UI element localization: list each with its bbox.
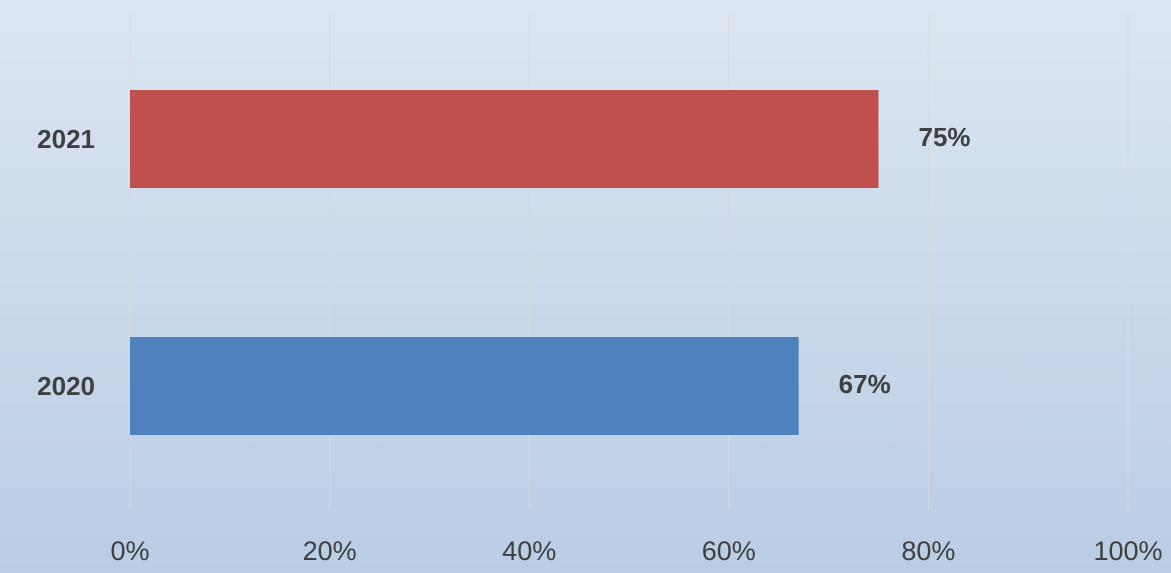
x-tick-label: 100%: [1093, 536, 1162, 566]
bar: [130, 337, 799, 435]
x-tick-label: 20%: [303, 536, 357, 566]
x-tick-label: 0%: [110, 536, 149, 566]
value-label: 75%: [919, 122, 971, 152]
y-tick-label: 2020: [37, 371, 95, 401]
value-label: 67%: [839, 369, 891, 399]
x-tick-label: 80%: [901, 536, 955, 566]
x-tick-label: 40%: [502, 536, 556, 566]
x-tick-label: 60%: [702, 536, 756, 566]
y-tick-label: 2021: [37, 124, 95, 154]
bar: [130, 90, 879, 188]
